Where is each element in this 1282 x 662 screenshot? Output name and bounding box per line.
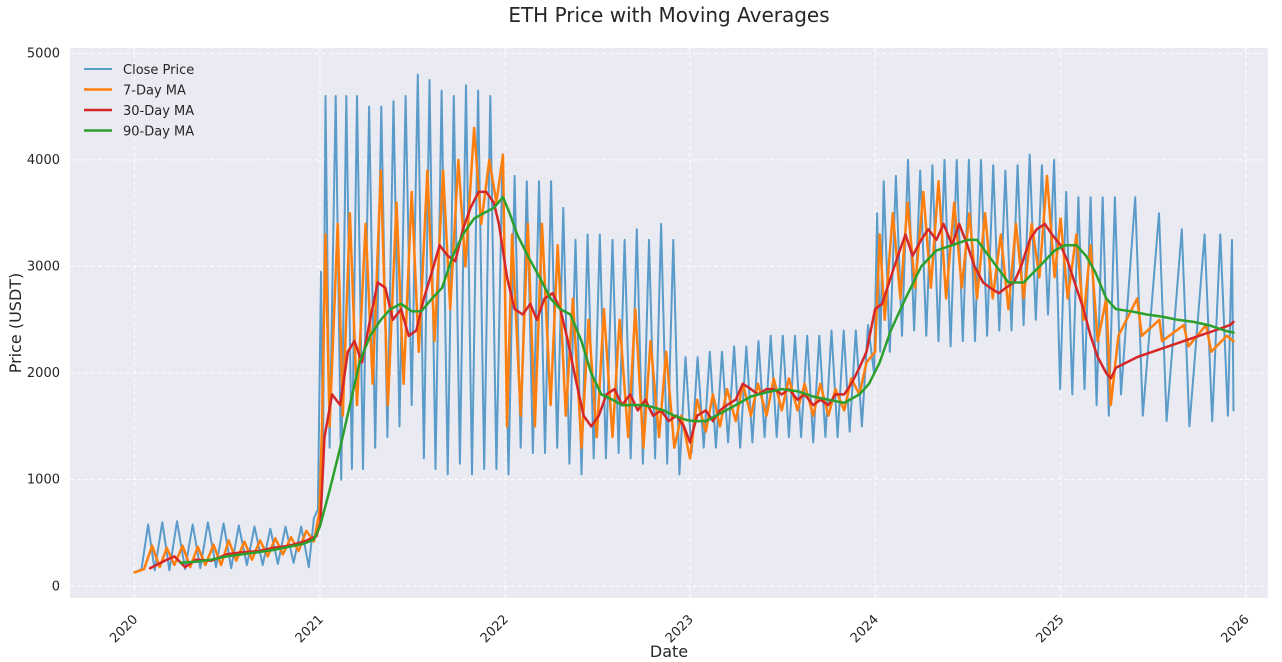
y-tick-label: 5000 [27, 46, 60, 61]
legend: Close Price 7-Day MA 30-Day MA 90-Day MA [84, 63, 194, 140]
x-tick-label: 2026 [1219, 612, 1253, 646]
grid-lines [70, 48, 1268, 598]
y-tick-label: 4000 [27, 153, 60, 168]
legend-label-close: Close Price [123, 63, 194, 78]
series-lines [133, 73, 1235, 574]
legend-label-ma30: 30-Day MA [123, 104, 194, 119]
y-tick-label: 1000 [27, 473, 60, 488]
series-line-ma90 [179, 195, 1235, 565]
x-tick-label: 2022 [478, 612, 512, 646]
legend-label-ma90: 90-Day MA [123, 125, 194, 140]
x-tick-label: 2024 [848, 612, 882, 646]
x-tick-label: 2025 [1033, 612, 1067, 646]
y-tick-label: 2000 [27, 366, 60, 381]
y-tick-label: 3000 [27, 260, 60, 275]
chart-title: ETH Price with Moving Averages [508, 3, 829, 27]
legend-label-ma7: 7-Day MA [123, 84, 186, 99]
y-tick-label: 0 [52, 579, 60, 594]
x-axis-label: Date [650, 642, 688, 661]
x-tick-label: 2021 [293, 612, 327, 646]
series-line-ma7 [133, 126, 1235, 574]
series-line-ma30 [148, 190, 1235, 570]
plot-area [70, 48, 1268, 598]
x-tick-label: 2020 [107, 612, 141, 646]
y-axis-label: Price (USDT) [6, 273, 25, 374]
